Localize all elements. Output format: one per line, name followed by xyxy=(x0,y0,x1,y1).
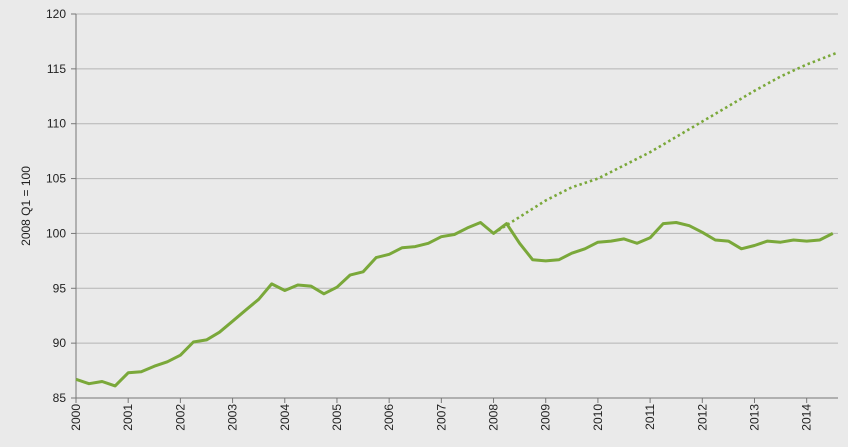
x-tick-labels: 2000 2001 2002 2003 2004 2005 2006 2007 2008 2009… xyxy=(69,404,814,431)
axes xyxy=(71,13,838,403)
y-tick-label: 95 xyxy=(53,281,67,295)
y-tick-label: 115 xyxy=(47,62,66,76)
x-tick-label: 2010 xyxy=(591,404,605,431)
y-tick-label: 105 xyxy=(46,172,66,186)
y-tick-label: 90 xyxy=(53,336,67,350)
x-tick-label: 2013 xyxy=(747,404,761,431)
y-axis-title: 2008 Q1 = 100 xyxy=(19,166,33,246)
x-tick-label: 2006 xyxy=(382,404,396,431)
x-tick-label: 2007 xyxy=(434,404,448,431)
x-tick-label: 2008 xyxy=(487,404,501,431)
series-line-solid xyxy=(75,221,834,388)
y-tick-label: 120 xyxy=(46,7,66,21)
x-tick-label: 2002 xyxy=(173,404,187,431)
x-tick-label: 2004 xyxy=(278,404,292,431)
x-tick-label: 2012 xyxy=(695,404,709,431)
series-lines xyxy=(75,51,839,388)
x-tick-label: 2001 xyxy=(121,404,135,431)
y-tick-labels: 85 90 95 100 105 110 115 120 xyxy=(46,7,66,405)
x-tick-label: 2005 xyxy=(330,404,344,431)
y-tick-label: 85 xyxy=(53,391,67,405)
x-tick-label: 2000 xyxy=(69,404,83,431)
x-tick-label: 2003 xyxy=(226,404,240,431)
x-tick-label: 2011 xyxy=(643,404,657,430)
gridlines xyxy=(76,13,838,399)
x-tick-label: 2014 xyxy=(800,404,814,431)
y-tick-label: 100 xyxy=(46,226,66,240)
series-line-dotted xyxy=(492,51,839,235)
x-tick-label: 2009 xyxy=(539,404,553,431)
y-tick-label: 110 xyxy=(47,117,66,131)
